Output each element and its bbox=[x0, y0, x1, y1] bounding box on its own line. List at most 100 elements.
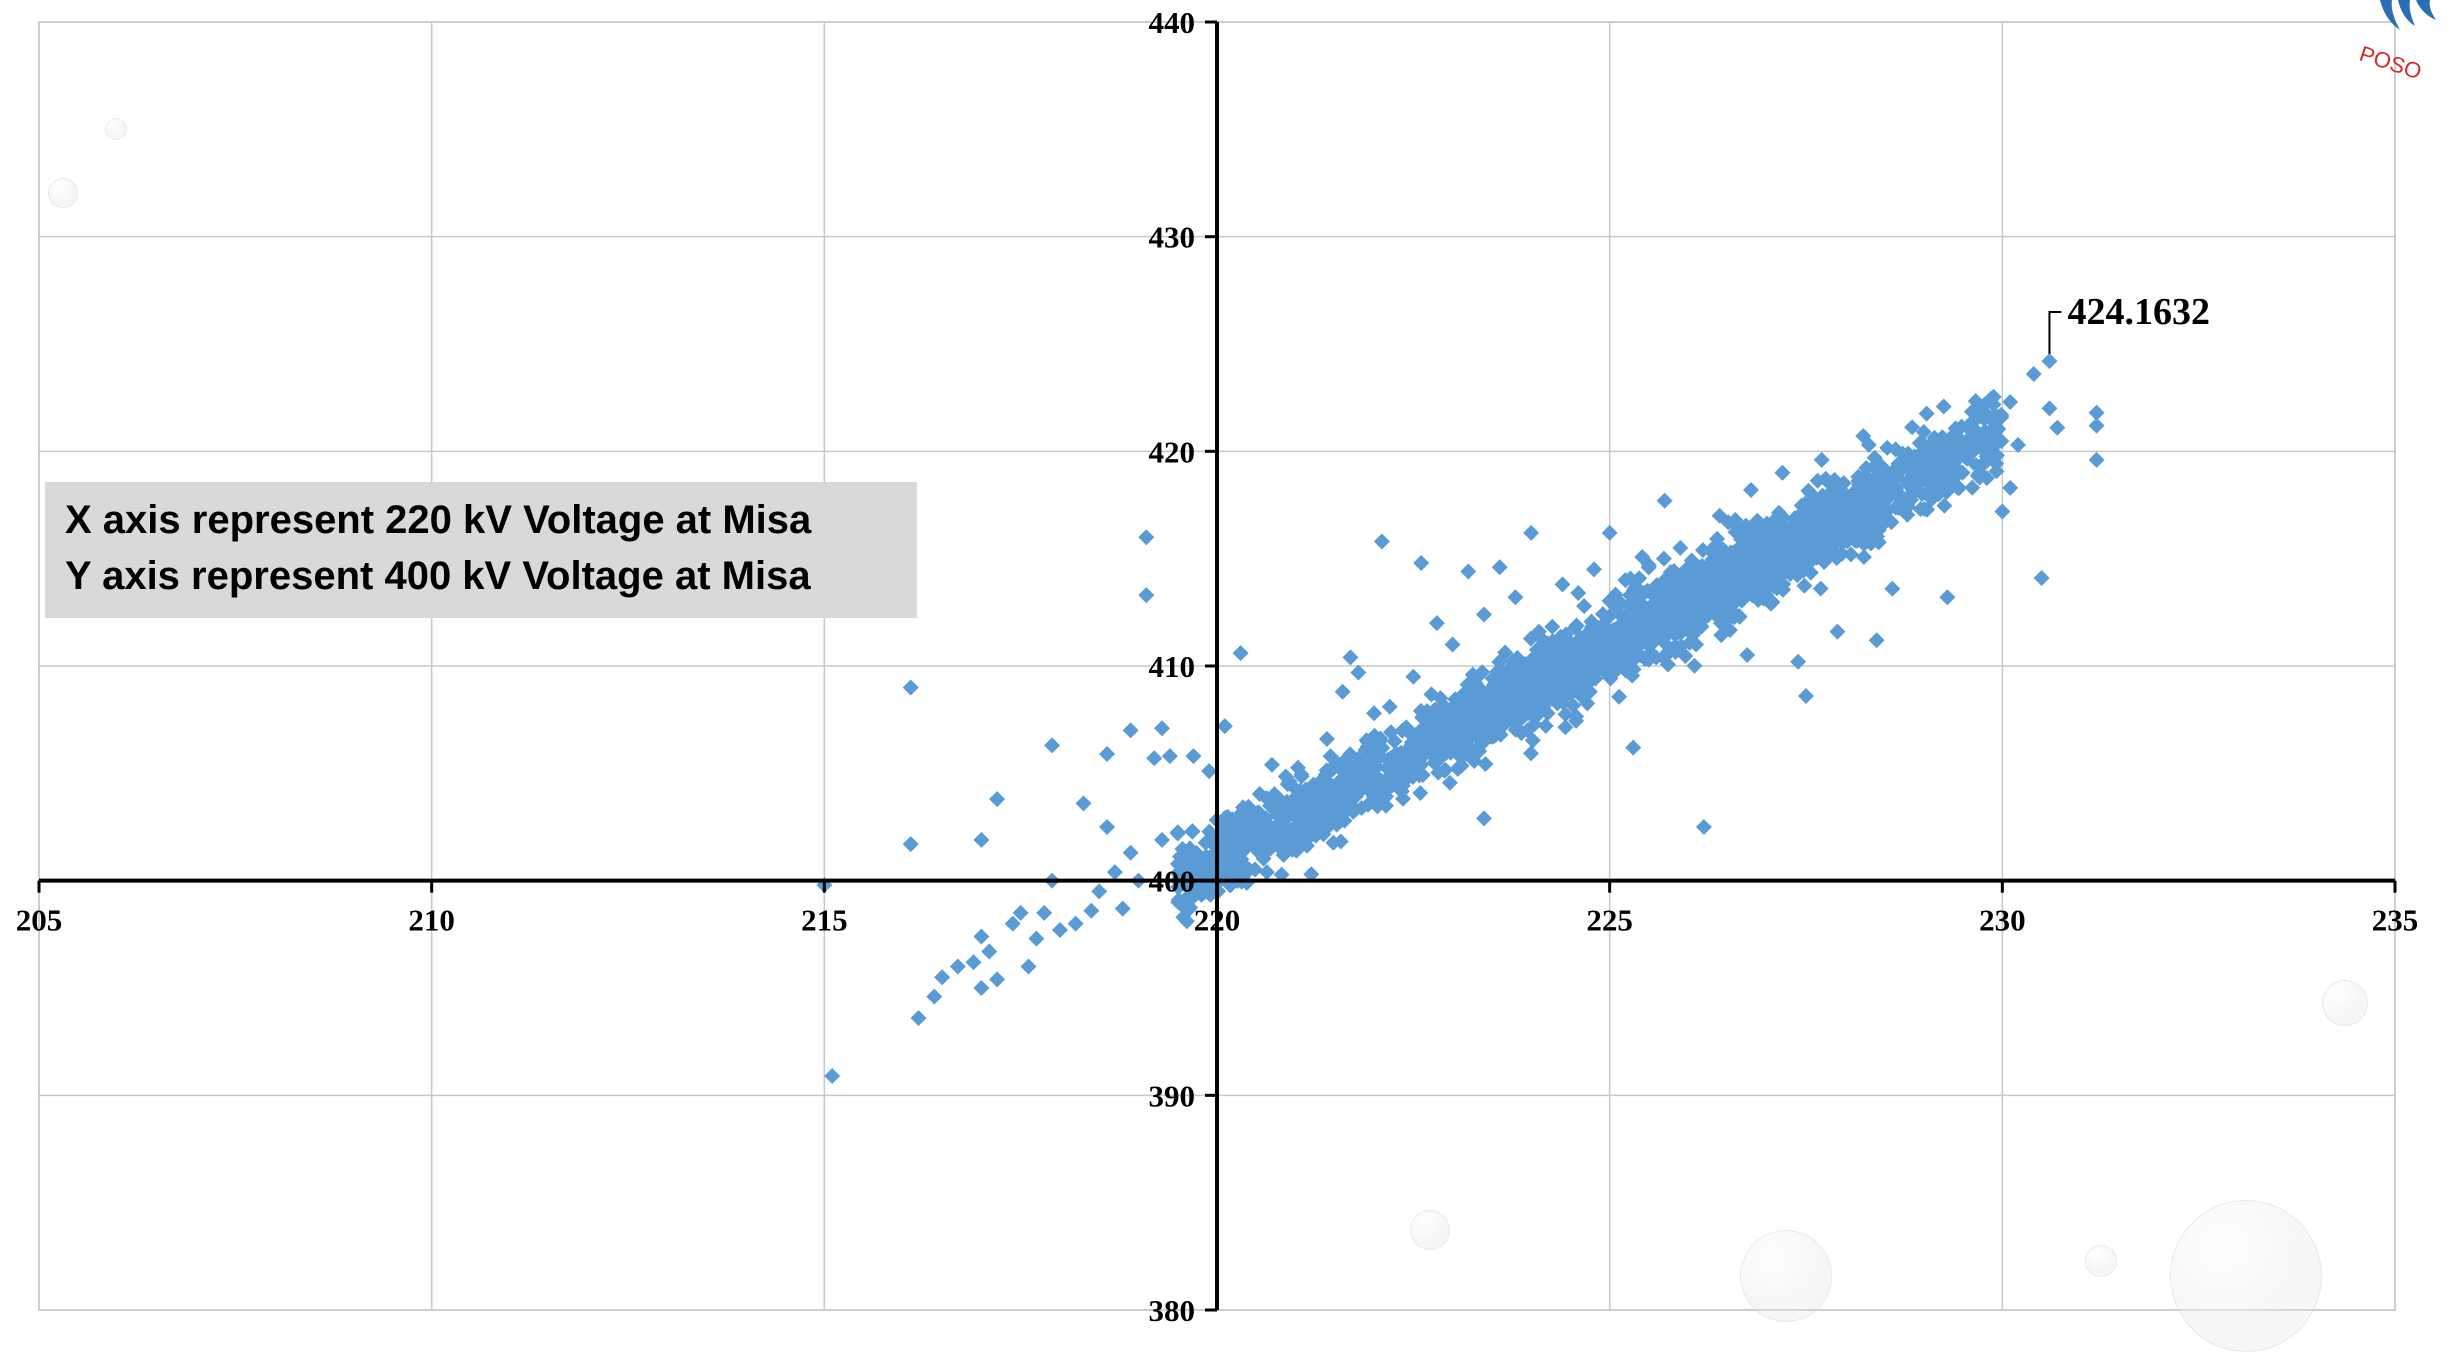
data-point bbox=[1241, 861, 1258, 878]
data-point bbox=[1947, 434, 1964, 451]
data-point bbox=[1379, 751, 1396, 768]
data-point bbox=[1598, 637, 1615, 654]
data-point bbox=[1051, 922, 1068, 939]
data-point bbox=[1801, 549, 1818, 566]
data-point bbox=[1601, 667, 1618, 684]
data-point bbox=[1860, 436, 1877, 453]
data-point bbox=[1666, 562, 1683, 579]
data-point bbox=[1083, 902, 1100, 919]
data-point bbox=[1575, 683, 1592, 700]
data-point bbox=[1889, 469, 1906, 486]
data-point bbox=[1106, 864, 1123, 881]
data-point bbox=[1935, 398, 1952, 415]
data-point bbox=[989, 971, 1006, 988]
data-point bbox=[1303, 866, 1320, 883]
data-point bbox=[1474, 664, 1491, 681]
y-tick-label: 380 bbox=[1149, 1293, 1196, 1327]
data-point bbox=[1478, 701, 1495, 718]
data-point bbox=[1225, 818, 1242, 835]
data-point bbox=[1695, 819, 1712, 835]
data-point bbox=[1770, 504, 1787, 521]
data-point bbox=[1334, 683, 1351, 700]
data-point bbox=[1727, 524, 1744, 541]
data-point bbox=[1522, 745, 1539, 762]
data-point bbox=[1936, 497, 1953, 514]
data-point bbox=[1951, 463, 1968, 480]
data-point bbox=[1963, 403, 1980, 420]
data-point bbox=[2041, 353, 2058, 370]
data-point bbox=[1812, 580, 1829, 597]
data-point bbox=[981, 943, 998, 960]
data-point bbox=[1527, 648, 1544, 665]
axis-description-box: X axis represent 220 kV Voltage at Misa … bbox=[45, 482, 917, 618]
data-point bbox=[1736, 575, 1753, 592]
data-point bbox=[1810, 493, 1827, 510]
axis-description-x: X axis represent 220 kV Voltage at Misa bbox=[65, 498, 812, 542]
data-point bbox=[1382, 724, 1399, 741]
data-point bbox=[1939, 589, 1956, 606]
data-point bbox=[1184, 823, 1201, 840]
data-point bbox=[1686, 657, 1703, 674]
data-point bbox=[1476, 606, 1493, 623]
data-point bbox=[1122, 722, 1139, 739]
data-point bbox=[1554, 576, 1571, 593]
data-point bbox=[1773, 566, 1790, 583]
data-point bbox=[1373, 533, 1390, 550]
data-point bbox=[1169, 825, 1186, 842]
data-point bbox=[1270, 815, 1287, 832]
data-point bbox=[1625, 739, 1642, 756]
data-point bbox=[2033, 569, 2050, 586]
axis-description-y: Y axis represent 400 kV Voltage at Misa bbox=[65, 554, 811, 598]
data-point bbox=[1262, 797, 1279, 814]
data-point bbox=[1240, 798, 1257, 815]
data-point bbox=[1746, 554, 1763, 571]
data-point bbox=[1739, 647, 1756, 664]
data-point bbox=[1798, 688, 1814, 705]
data-point bbox=[1700, 586, 1717, 603]
data-point bbox=[1624, 642, 1641, 659]
data-point bbox=[1617, 662, 1634, 679]
data-point bbox=[1576, 598, 1593, 615]
data-point bbox=[1520, 699, 1537, 716]
data-point bbox=[1146, 750, 1163, 767]
data-point bbox=[1988, 463, 2005, 480]
data-point bbox=[1583, 613, 1600, 630]
data-point bbox=[1430, 752, 1447, 769]
data-point bbox=[1251, 785, 1268, 802]
data-point bbox=[1768, 580, 1785, 597]
data-point bbox=[1020, 958, 1037, 975]
data-point bbox=[1976, 410, 1993, 427]
data-point bbox=[1709, 559, 1726, 576]
data-point bbox=[1170, 891, 1187, 908]
data-point bbox=[1295, 786, 1312, 803]
data-point bbox=[1442, 744, 1459, 761]
data-point bbox=[1758, 569, 1775, 586]
data-point bbox=[1347, 788, 1364, 805]
data-point bbox=[1255, 850, 1272, 867]
data-point bbox=[2010, 436, 2027, 453]
data-point bbox=[1496, 694, 1513, 711]
data-point bbox=[1813, 451, 1830, 468]
logo-svg: POSO bbox=[2356, 0, 2436, 84]
data-point bbox=[1529, 707, 1546, 724]
data-point bbox=[1829, 623, 1846, 640]
data-point bbox=[989, 791, 1006, 808]
data-point bbox=[1487, 678, 1504, 695]
data-point bbox=[973, 980, 990, 996]
data-point bbox=[1189, 858, 1206, 875]
data-point bbox=[1978, 470, 1995, 487]
data-point bbox=[1028, 930, 1045, 947]
data-point bbox=[1248, 834, 1265, 851]
data-point bbox=[1821, 533, 1838, 550]
data-point bbox=[1760, 579, 1777, 596]
data-point bbox=[1237, 839, 1254, 856]
data-point bbox=[2041, 400, 2058, 417]
data-point bbox=[1557, 706, 1574, 723]
data-point bbox=[2088, 404, 2105, 421]
data-point bbox=[1964, 479, 1981, 496]
data-point bbox=[1784, 544, 1801, 561]
data-point bbox=[1717, 606, 1734, 623]
data-point bbox=[1577, 657, 1594, 674]
data-point bbox=[1284, 841, 1301, 858]
